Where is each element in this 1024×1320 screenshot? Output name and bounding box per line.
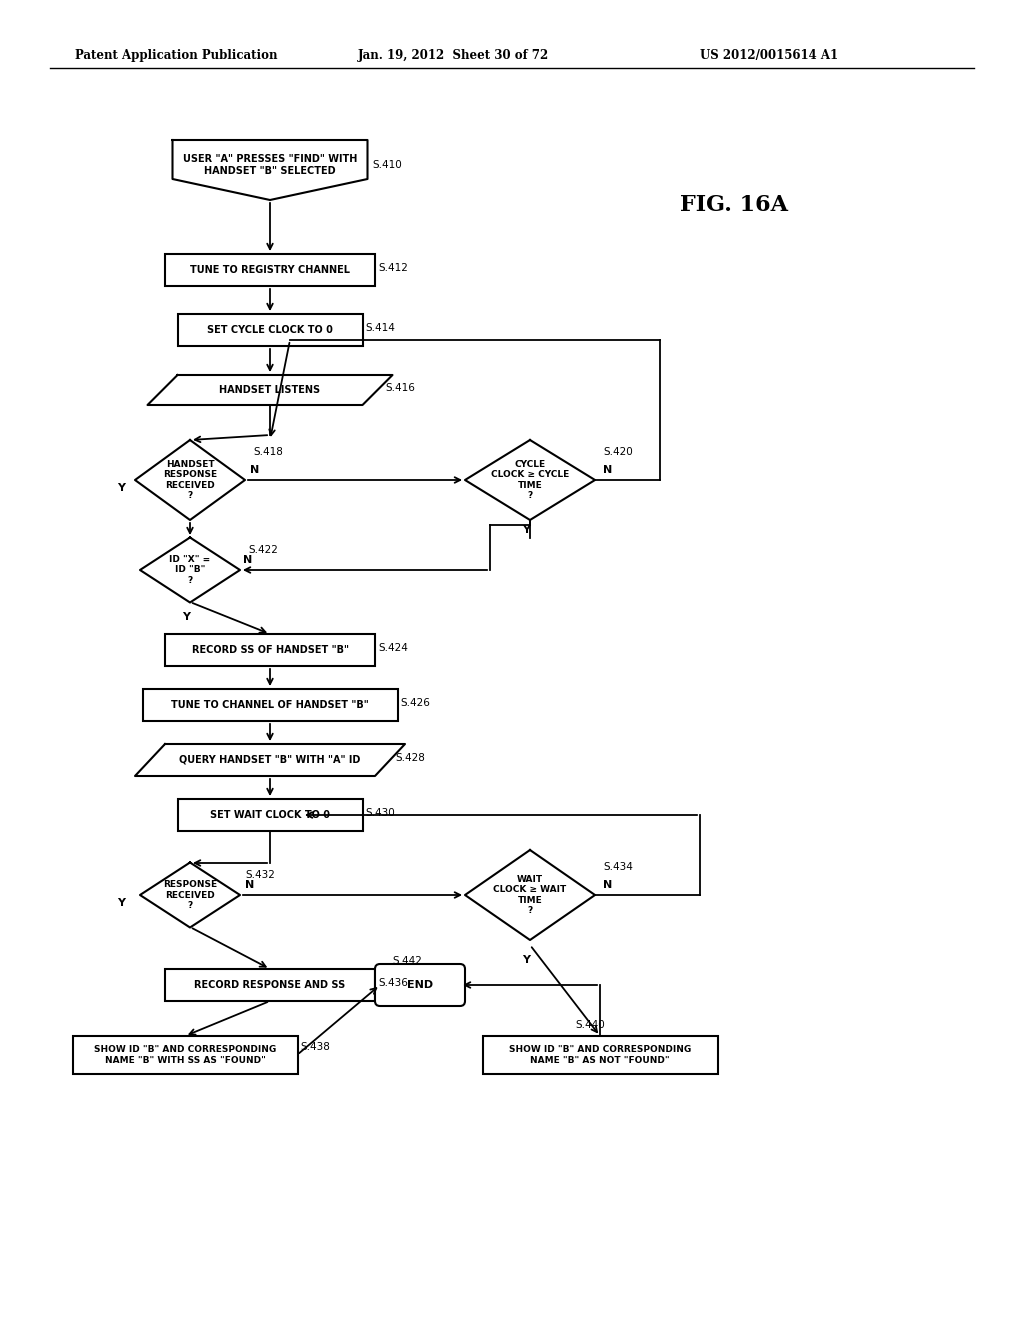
Text: Jan. 19, 2012  Sheet 30 of 72: Jan. 19, 2012 Sheet 30 of 72 [358,49,549,62]
Text: Y: Y [522,954,530,965]
FancyBboxPatch shape [165,634,375,667]
Text: N: N [245,880,254,890]
Text: N: N [603,465,612,475]
Text: Y: Y [117,483,125,492]
Text: END: END [407,979,433,990]
Text: N: N [243,554,252,565]
Text: S.422: S.422 [248,545,278,554]
Text: HANDSET
RESPONSE
RECEIVED
?: HANDSET RESPONSE RECEIVED ? [163,459,217,500]
Text: S.436: S.436 [378,978,408,987]
Text: QUERY HANDSET "B" WITH "A" ID: QUERY HANDSET "B" WITH "A" ID [179,755,360,766]
Text: S.414: S.414 [365,323,395,333]
Polygon shape [135,440,245,520]
Text: S.420: S.420 [603,447,633,457]
Text: S.440: S.440 [575,1020,605,1030]
Text: HANDSET LISTENS: HANDSET LISTENS [219,385,321,395]
Text: FIG. 16A: FIG. 16A [680,194,788,216]
FancyBboxPatch shape [73,1036,298,1074]
Text: WAIT
CLOCK ≥ WAIT
TIME
?: WAIT CLOCK ≥ WAIT TIME ? [494,875,566,915]
Text: S.428: S.428 [395,752,425,763]
Text: S.442: S.442 [392,956,422,966]
Text: S.424: S.424 [378,643,408,653]
Polygon shape [140,862,240,928]
Text: Y: Y [117,898,125,908]
Text: SET CYCLE CLOCK TO 0: SET CYCLE CLOCK TO 0 [207,325,333,335]
Text: S.418: S.418 [253,447,283,457]
Polygon shape [147,375,392,405]
Text: TUNE TO REGISTRY CHANNEL: TUNE TO REGISTRY CHANNEL [190,265,350,275]
Polygon shape [172,140,368,201]
Text: S.430: S.430 [365,808,394,818]
Text: S.412: S.412 [378,263,408,273]
Text: Y: Y [522,525,530,535]
Text: Patent Application Publication: Patent Application Publication [75,49,278,62]
FancyBboxPatch shape [165,253,375,286]
Text: S.410: S.410 [372,160,401,170]
Polygon shape [465,440,595,520]
Text: RECORD SS OF HANDSET "B": RECORD SS OF HANDSET "B" [191,645,348,655]
Text: US 2012/0015614 A1: US 2012/0015614 A1 [700,49,838,62]
FancyBboxPatch shape [177,314,362,346]
Text: CYCLE
CLOCK ≥ CYCLE
TIME
?: CYCLE CLOCK ≥ CYCLE TIME ? [490,459,569,500]
Text: Y: Y [182,612,190,622]
Text: S.434: S.434 [603,862,633,873]
Text: N: N [250,465,259,475]
FancyBboxPatch shape [177,799,362,832]
FancyBboxPatch shape [482,1036,718,1074]
Text: S.438: S.438 [300,1041,330,1052]
Text: S.426: S.426 [400,698,430,708]
Polygon shape [140,537,240,602]
Text: S.432: S.432 [245,870,274,880]
Polygon shape [465,850,595,940]
Text: TUNE TO CHANNEL OF HANDSET "B": TUNE TO CHANNEL OF HANDSET "B" [171,700,369,710]
Text: ID "X" =
ID "B"
?: ID "X" = ID "B" ? [169,556,211,585]
FancyBboxPatch shape [375,964,465,1006]
Text: N: N [603,880,612,890]
Text: S.416: S.416 [385,383,415,393]
Text: RESPONSE
RECEIVED
?: RESPONSE RECEIVED ? [163,880,217,909]
Text: SHOW ID "B" AND CORRESPONDING
NAME "B" WITH SS AS "FOUND": SHOW ID "B" AND CORRESPONDING NAME "B" W… [94,1045,276,1065]
FancyBboxPatch shape [142,689,397,721]
Text: USER "A" PRESSES "FIND" WITH
HANDSET "B" SELECTED: USER "A" PRESSES "FIND" WITH HANDSET "B"… [183,154,357,176]
Text: SHOW ID "B" AND CORRESPONDING
NAME "B" AS NOT "FOUND": SHOW ID "B" AND CORRESPONDING NAME "B" A… [509,1045,691,1065]
Text: RECORD RESPONSE AND SS: RECORD RESPONSE AND SS [195,979,346,990]
Text: SET WAIT CLOCK TO 0: SET WAIT CLOCK TO 0 [210,810,330,820]
FancyBboxPatch shape [165,969,375,1001]
Polygon shape [135,744,406,776]
